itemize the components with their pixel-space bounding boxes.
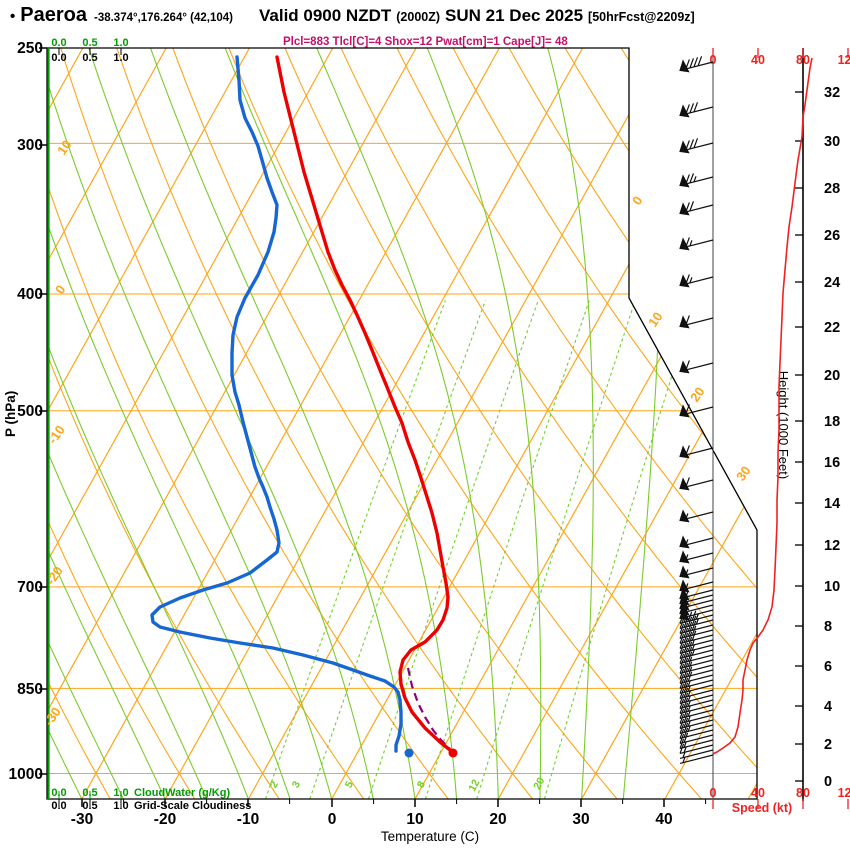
stability-indices: Plcl=883 Tlcl[C]=4 Shox=12 Pwat[cm]=1 Ca… [283, 36, 568, 48]
svg-text:20: 20 [489, 811, 506, 828]
svg-text:8: 8 [824, 619, 832, 635]
svg-text:26: 26 [824, 228, 840, 244]
surface-dewpoint-dot [404, 748, 414, 758]
station-coords: -38.374°,176.264° (42,104) [93, 12, 233, 24]
svg-text:P (hPa): P (hPa) [3, 391, 18, 437]
svg-text:12: 12 [466, 777, 482, 793]
svg-text:20: 20 [824, 368, 840, 384]
dewpoint-curve [150, 55, 403, 753]
svg-text:0.0: 0.0 [51, 37, 66, 49]
surface-temp-dot [448, 748, 458, 758]
svg-text:12: 12 [824, 538, 840, 554]
svg-text:-30: -30 [71, 811, 93, 828]
svg-text:10: 10 [406, 811, 423, 828]
svg-text:16: 16 [824, 455, 840, 471]
svg-text:-10: -10 [237, 811, 259, 828]
svg-text:250: 250 [17, 40, 43, 57]
svg-text:8: 8 [415, 779, 428, 790]
svg-text:2: 2 [268, 779, 281, 790]
svg-text:0: 0 [710, 53, 717, 67]
grid-lines [47, 48, 757, 799]
svg-text:0: 0 [629, 193, 645, 208]
svg-text:30: 30 [572, 811, 589, 828]
svg-text:20: 20 [531, 775, 547, 791]
svg-text:4: 4 [824, 699, 832, 715]
svg-text:0.5: 0.5 [82, 787, 97, 799]
svg-text:0: 0 [710, 786, 717, 800]
svg-text:-20: -20 [154, 811, 176, 828]
svg-text:32: 32 [824, 85, 840, 101]
svg-text:40: 40 [655, 811, 672, 828]
svg-text:120: 120 [838, 786, 850, 800]
svg-text:3: 3 [290, 779, 303, 790]
svg-text:10: 10 [54, 137, 75, 157]
station-name: Paeroa [20, 4, 87, 26]
svg-text:0.0: 0.0 [51, 787, 66, 799]
svg-text:18: 18 [824, 414, 840, 430]
svg-text:5: 5 [343, 779, 356, 790]
svg-text:22: 22 [824, 320, 840, 336]
svg-text:0.5: 0.5 [82, 800, 97, 812]
svg-text:2: 2 [824, 737, 832, 753]
svg-text:Speed (kt): Speed (kt) [732, 801, 792, 815]
svg-text:14: 14 [824, 496, 840, 512]
forecast-tag: [50hrFcst@2209z] [588, 10, 695, 24]
svg-text:1000: 1000 [9, 766, 43, 783]
svg-text:500: 500 [17, 403, 43, 420]
svg-text:10: 10 [824, 579, 840, 595]
svg-text:-30: -30 [41, 704, 64, 728]
wind-barbs [679, 56, 714, 764]
svg-text:6: 6 [824, 659, 832, 675]
svg-text:400: 400 [17, 286, 43, 303]
svg-text:24: 24 [824, 275, 840, 291]
svg-text:0: 0 [824, 774, 832, 790]
station-bullet-icon: • [10, 8, 16, 25]
svg-text:30: 30 [824, 134, 840, 150]
svg-text:0.0: 0.0 [51, 52, 66, 64]
svg-text:0.5: 0.5 [82, 52, 97, 64]
title-bar: • Paeroa -38.374°,176.264° (42,104) Vali… [10, 4, 850, 34]
valid-time: Valid 0900 NZDT [258, 6, 392, 25]
svg-text:0: 0 [328, 811, 337, 828]
svg-text:850: 850 [17, 681, 43, 698]
svg-text:80: 80 [796, 786, 810, 800]
svg-text:300: 300 [17, 137, 43, 154]
svg-text:CloudWater (g/Kg): CloudWater (g/Kg) [134, 787, 230, 799]
svg-text:40: 40 [751, 786, 765, 800]
parcel-path-line [406, 667, 453, 752]
svg-text:10: 10 [645, 309, 666, 329]
svg-text:28: 28 [824, 181, 840, 197]
svg-text:0.0: 0.0 [51, 800, 66, 812]
svg-text:0: 0 [52, 282, 68, 297]
svg-text:-20: -20 [43, 563, 66, 587]
sounding-curves [150, 55, 813, 758]
svg-text:1.0: 1.0 [113, 52, 128, 64]
wind-speed-profile [712, 57, 813, 755]
svg-text:20: 20 [687, 384, 708, 404]
svg-text:1.0: 1.0 [113, 787, 128, 799]
svg-text:30: 30 [733, 463, 754, 483]
valid-date: SUN 21 Dec 2025 [445, 6, 584, 25]
svg-text:120: 120 [838, 53, 850, 67]
svg-text:80: 80 [796, 53, 810, 67]
svg-text:1.0: 1.0 [113, 800, 128, 812]
valid-zulu: (2000Z) [396, 10, 441, 24]
svg-text:0.5: 0.5 [82, 37, 97, 49]
svg-text:40: 40 [751, 53, 765, 67]
svg-text:700: 700 [17, 579, 43, 596]
svg-text:1.0: 1.0 [113, 37, 128, 49]
svg-text:Temperature (C): Temperature (C) [381, 829, 479, 844]
temperature-curve [275, 55, 452, 752]
svg-text:Grid-Scale Cloudiness: Grid-Scale Cloudiness [134, 800, 251, 812]
